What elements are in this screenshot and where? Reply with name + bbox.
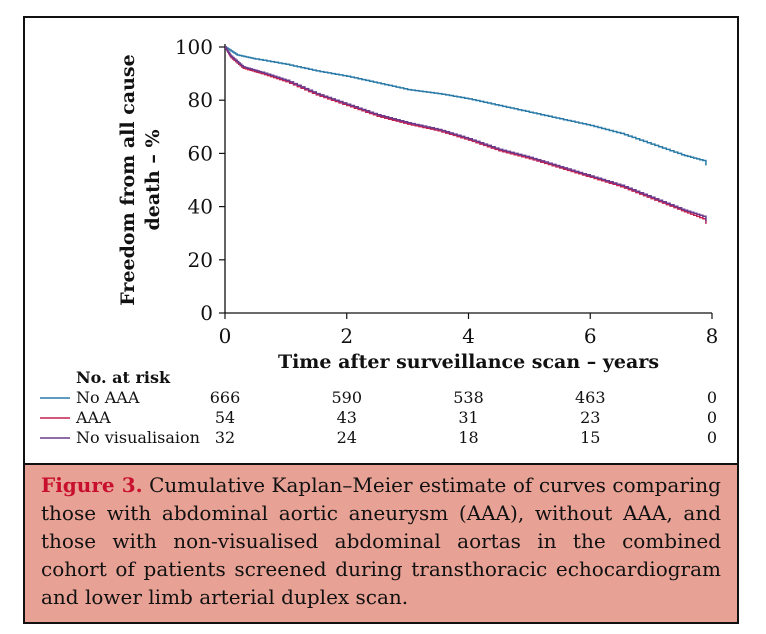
y-tick-label: 40 xyxy=(188,195,213,219)
x-tick-label: 2 xyxy=(340,324,353,348)
y-tick-label: 0 xyxy=(200,301,213,325)
x-tick-label: 6 xyxy=(584,324,597,348)
y-axis-label: Freedom from all cause death – % xyxy=(117,54,164,305)
risk-row-label: No AAA xyxy=(76,388,140,407)
risk-value: 0 xyxy=(707,408,717,427)
risk-value: 23 xyxy=(580,408,600,427)
risk-table-title: No. at risk xyxy=(76,368,171,387)
risk-value: 15 xyxy=(580,428,600,447)
survival-curves xyxy=(225,46,707,224)
risk-value: 24 xyxy=(337,428,357,447)
risk-value: 0 xyxy=(707,388,717,407)
x-tick-label: 0 xyxy=(219,324,232,348)
figure-caption: Figure 3. Cumulative Kaplan–Meier estima… xyxy=(23,463,739,624)
y-axis-label-line1: Freedom from all cause xyxy=(117,54,139,305)
x-tick-label: 4 xyxy=(462,324,475,348)
risk-value: 538 xyxy=(453,388,484,407)
y-axis-label-line2: death – % xyxy=(142,129,164,230)
y-tick-label: 100 xyxy=(175,35,213,59)
curve-aaa xyxy=(225,46,707,224)
y-tick-label: 80 xyxy=(188,88,213,112)
risk-value: 32 xyxy=(215,428,235,447)
curve-no-visualisaion xyxy=(225,46,707,222)
risk-row-label: No visualisaion xyxy=(76,428,200,447)
risk-value: 0 xyxy=(707,428,717,447)
x-tick-label: 8 xyxy=(706,324,719,348)
y-tick-label: 60 xyxy=(188,141,213,165)
risk-value: 54 xyxy=(215,408,235,427)
risk-value: 590 xyxy=(331,388,362,407)
risk-value: 43 xyxy=(337,408,357,427)
risk-value: 666 xyxy=(210,388,241,407)
axes: 0 20 40 60 80 100 0 2 4 6 8 Time after surveillance… xyxy=(117,35,718,373)
risk-row-label: AAA xyxy=(75,408,111,427)
risk-value: 18 xyxy=(458,428,478,447)
y-tick-label: 20 xyxy=(188,248,213,272)
curve-no-aaa xyxy=(225,46,707,166)
risk-value: 463 xyxy=(575,388,606,407)
caption-label: Figure 3. xyxy=(41,473,143,497)
x-axis-label: Time after surveillance scan – years xyxy=(278,351,659,373)
caption-text: Cumulative Kaplan–Meier estimate of curv… xyxy=(41,473,721,609)
risk-value: 31 xyxy=(458,408,478,427)
